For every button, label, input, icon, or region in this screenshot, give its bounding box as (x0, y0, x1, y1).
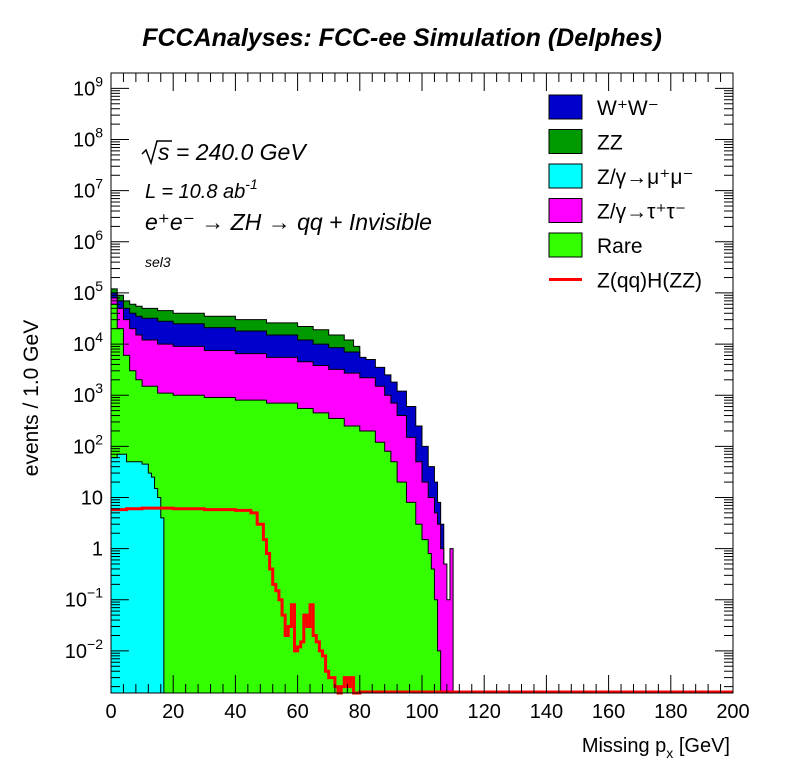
legend-swatch (548, 163, 583, 189)
y-tick-label: 106 (73, 227, 103, 254)
stack-area-rare (110, 303, 442, 694)
x-tick-label: 140 (530, 701, 563, 723)
y-tick-label: 102 (73, 431, 103, 458)
x-tick-label: 100 (405, 701, 438, 723)
legend-swatch (548, 129, 583, 154)
sqrt-s-text: s = 240.0 GeV (158, 139, 308, 165)
stack-area-zmumu (110, 453, 165, 694)
overlay-line-zqq-hzz (111, 506, 733, 695)
legend-label: Rare (597, 235, 643, 258)
annotations: s = 240.0 GeV L = 10.8 ab-1 e⁺e⁻ → ZH → … (141, 139, 432, 270)
legend-label: Z(qq)H(ZZ) (597, 270, 702, 293)
x-tick-label: 40 (224, 701, 246, 723)
x-tick-label: 160 (592, 701, 625, 723)
luminosity-annotation: L = 10.8 ab-1 (145, 176, 258, 203)
x-tick-label: 200 (716, 701, 749, 723)
y-tick-label: 10−1 (65, 585, 103, 612)
legend: W⁺W⁻ ZZ Z/γ→μ⁺μ⁻ Z/γ→τ⁺τ⁻ Rare Z(qq)H(ZZ) (548, 94, 702, 293)
x-axis-label: Missing px [GeV] (582, 735, 730, 761)
sqrt-s-annotation: s = 240.0 GeV (141, 139, 308, 166)
y-axis-label: events / 1.0 GeV (20, 320, 43, 476)
legend-label: ZZ (597, 132, 623, 155)
legend-swatch (548, 198, 583, 223)
x-tick-label: 0 (105, 701, 116, 723)
y-tick-label: 105 (73, 278, 103, 305)
x-tick-label: 180 (654, 701, 687, 723)
x-tick-label: 80 (349, 701, 371, 723)
y-tick-label: 109 (73, 73, 103, 100)
selection-annotation: sel3 (145, 254, 171, 270)
legend-swatch (548, 94, 583, 120)
y-tick-label: 1 (92, 539, 103, 561)
y-tick-label: 104 (73, 329, 103, 356)
x-tick-label: 60 (286, 701, 308, 723)
legend-label: W⁺W⁻ (597, 97, 659, 120)
plot-area: 0 20 40 60 80 100 120 140 160 180 200 10−2 10−1 1 10 10… (65, 72, 750, 723)
y-tick-label: 10−2 (65, 636, 103, 663)
chart-title: FCCAnalyses: FCC-ee Simulation (Delphes) (142, 24, 662, 52)
y-tick-label: 10 (81, 487, 103, 509)
y-tick-label: 103 (73, 380, 103, 407)
x-tick-label: 120 (468, 701, 501, 723)
legend-swatch (548, 232, 583, 258)
process-annotation: e⁺e⁻ → ZH → qq + Invisible (145, 209, 432, 235)
y-tick-label: 107 (73, 176, 103, 203)
sqrt-symbol (141, 140, 172, 166)
x-tick-label: 20 (162, 701, 184, 723)
y-tick-label: 108 (73, 125, 103, 152)
legend-label: Z/γ→τ⁺τ⁻ (597, 201, 686, 224)
legend-label: Z/γ→μ⁺μ⁻ (597, 166, 694, 189)
